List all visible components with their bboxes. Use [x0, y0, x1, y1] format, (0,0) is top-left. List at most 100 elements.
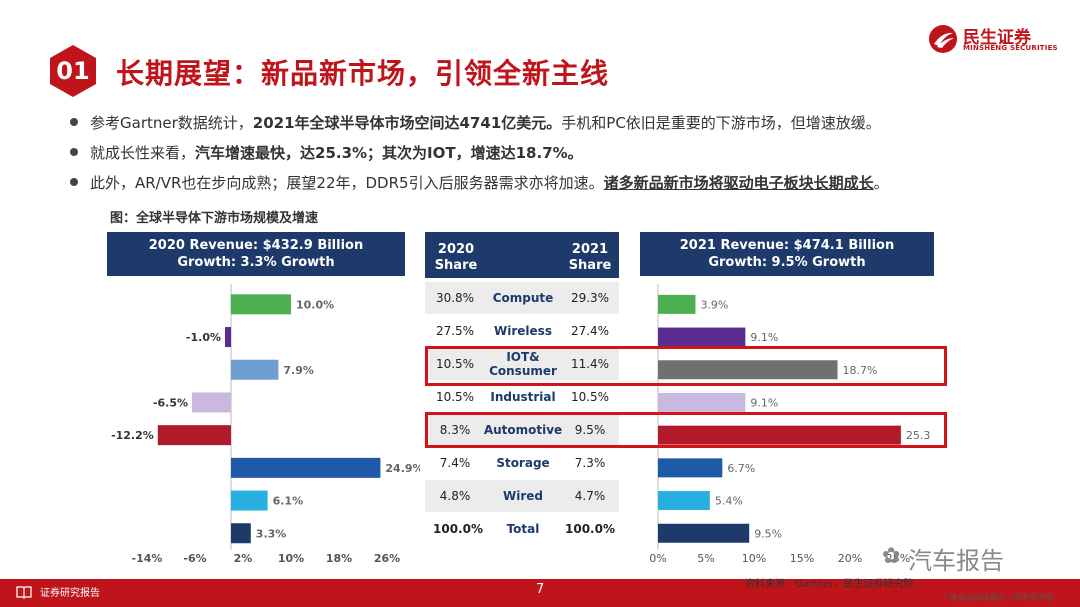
data-label: -12.2%	[111, 429, 154, 442]
table-row: 8.3% Automotive 9.5%	[425, 414, 619, 446]
left-bar-chart: 10.0% -1.0% 7.9% -6.5% -12.2% 24.9% 6.1% 3.3% -1…	[111, 284, 420, 565]
data-label: 10.0%	[296, 298, 334, 311]
bar-compute	[231, 294, 291, 315]
left-header-line1: 2020 Revenue: $432.9 Billion	[148, 238, 364, 253]
bullet-text: 此外，AR/VR也在步向成熟；展望22年，DDR5引入后服务器需求亦将加速。	[90, 174, 604, 192]
x-tick-label: 10%	[278, 552, 304, 565]
cell-share-2021: 7.3%	[574, 456, 606, 470]
watermark: 汽车报告	[908, 547, 1004, 575]
data-label: 9.1%	[750, 331, 778, 344]
data-label: 3.3%	[256, 527, 287, 540]
table-header-2020: 2020 Share	[431, 242, 481, 274]
bullet-text: 手机和PC依旧是重要的下游市场，但增速放缓。	[561, 114, 881, 132]
cell-share-2020: 100.0%	[433, 522, 483, 536]
right-header-line1: 2021 Revenue: $474.1 Billion	[679, 238, 895, 253]
right-bar-chart: 3.9% 9.1% 18.7% 9.1% 25.3% 6.7% 5.4% 9.5% 0% 5% 10…	[649, 284, 930, 565]
cell-segment: Storage	[496, 456, 550, 470]
data-source: 资料来源：Gartner，民生证券研究院	[745, 579, 914, 590]
bullet-dot-icon	[70, 177, 78, 186]
x-tick-label: 5%	[697, 552, 714, 565]
section-number: 01	[56, 57, 90, 85]
logo-text-cn: 民生证券	[963, 28, 1031, 48]
table-header-2021: 2021 Share	[563, 242, 617, 274]
cell-share-2021: 4.7%	[574, 489, 606, 503]
bar-automotive	[658, 425, 901, 445]
bar-storage	[231, 457, 381, 478]
cell-segment: Total	[506, 522, 540, 536]
table-header: 2020 Share 2021 Share	[425, 232, 619, 278]
bullet-2: 就成长性来看，汽车增速最快，达25.3%；其次为IOT，增速达18.7%。	[70, 142, 583, 163]
bullet-text: 就成长性来看，	[90, 144, 196, 162]
bullet-3: 此外，AR/VR也在步向成熟；展望22年，DDR5引入后服务器需求亦将加速。诸多…	[70, 172, 889, 193]
bullet-dot-icon	[70, 147, 78, 156]
highlight-iot-row	[425, 346, 947, 386]
cell-share-2021: 11.4%	[570, 357, 610, 371]
data-label: 9.1%	[750, 396, 778, 409]
minsheng-logo-icon	[929, 25, 957, 53]
table-header-2020-l2: Share	[434, 258, 478, 273]
bar-wired	[231, 490, 268, 511]
wechat-icon: ✿	[882, 544, 901, 569]
table-row-total: 100.0% Total 100.0%	[425, 513, 619, 545]
data-label: -1.0%	[186, 331, 221, 344]
bullet-dot-icon	[70, 117, 78, 126]
bar-storage	[658, 458, 723, 478]
x-tick-label: 15%	[790, 552, 814, 565]
bullet-bold-text: 2021年全球半导体市场空间达4741亿美元。	[252, 114, 562, 132]
bar-iot-consumer	[658, 360, 838, 380]
bullet-text: 。	[873, 174, 889, 192]
footer-bar	[0, 579, 1080, 607]
cell-share-2020: 27.5%	[435, 324, 475, 338]
left-header-line2: Growth: 3.3% Growth	[177, 255, 335, 270]
bar-wireless	[658, 327, 746, 347]
bullet-text: 参考Gartner数据统计，	[90, 114, 253, 132]
table-row: 4.8% Wired 4.7%	[425, 480, 619, 512]
figure-caption: 图：全球半导体下游市场规模及增速	[110, 211, 319, 226]
x-tick-label: -6%	[183, 552, 206, 565]
cell-share-2021: 100.0%	[565, 522, 615, 536]
table-row: 10.5% Industrial 10.5%	[425, 381, 619, 413]
share-table: 30.8% Compute 29.3% 27.5% Wireless 27.4%…	[425, 282, 619, 545]
cell-share-2021: 9.5%	[574, 423, 606, 437]
data-label: 25.3%	[906, 429, 930, 442]
logo-text-en: MINSHENG SECURITIES	[963, 44, 1058, 52]
table-row: 10.5% IOT& Consumer 11.4%	[425, 348, 619, 380]
cell-segment: Industrial	[490, 390, 556, 404]
right-chart-header: 2021 Revenue: $474.1 Billion Growth: 9.5…	[640, 232, 934, 276]
bar-automotive	[157, 425, 231, 446]
data-label: 6.7%	[727, 462, 755, 475]
data-label: 3.9%	[700, 298, 728, 311]
disclaimer: * 请务必阅读最后一页免责声明	[943, 593, 1054, 602]
cell-segment-l2: Consumer	[489, 364, 557, 378]
data-label: -6.5%	[153, 396, 188, 409]
cell-share-2020: 10.5%	[435, 357, 475, 371]
cell-share-2021: 29.3%	[570, 291, 610, 305]
page-number: 7	[536, 582, 545, 597]
x-tick-label: 10%	[742, 552, 766, 565]
highlight-automotive-row	[425, 412, 947, 448]
x-tick-label: 20%	[838, 552, 862, 565]
cell-share-2020: 10.5%	[435, 390, 475, 404]
bar-compute	[658, 294, 696, 314]
table-row: 7.4% Storage 7.3%	[425, 447, 619, 479]
cell-share-2020: 4.8%	[439, 489, 471, 503]
page-title: 长期展望：新品新市场，引领全新主线	[116, 57, 610, 90]
bullet-bold-text: 汽车增速最快，达25.3%；其次为IOT，增速达18.7%。	[195, 144, 583, 162]
bar-wired	[658, 491, 710, 511]
cell-share-2021: 27.4%	[570, 324, 610, 338]
cell-share-2020: 7.4%	[439, 456, 471, 470]
x-tick-label: -14%	[132, 552, 163, 565]
data-label: 18.7%	[843, 364, 878, 377]
x-tick-label: 18%	[326, 552, 352, 565]
cell-segment: IOT& Consumer	[481, 348, 565, 380]
bar-iot-consumer	[231, 359, 279, 380]
cell-segment-l1: IOT&	[506, 350, 540, 364]
table-header-2020-l1: 2020	[437, 242, 475, 257]
table-header-2021-l1: 2021	[571, 242, 609, 257]
data-label: 9.5%	[754, 527, 782, 540]
bullet-1: 参考Gartner数据统计，2021年全球半导体市场空间达4741亿美元。手机和…	[70, 112, 881, 133]
bullet-bold-text: 诸多新品新市场将驱动电子板块长期成长	[603, 174, 874, 192]
x-tick-label: 25%	[886, 552, 910, 565]
data-label: 5.4%	[715, 495, 743, 508]
bar-industrial	[658, 392, 746, 412]
